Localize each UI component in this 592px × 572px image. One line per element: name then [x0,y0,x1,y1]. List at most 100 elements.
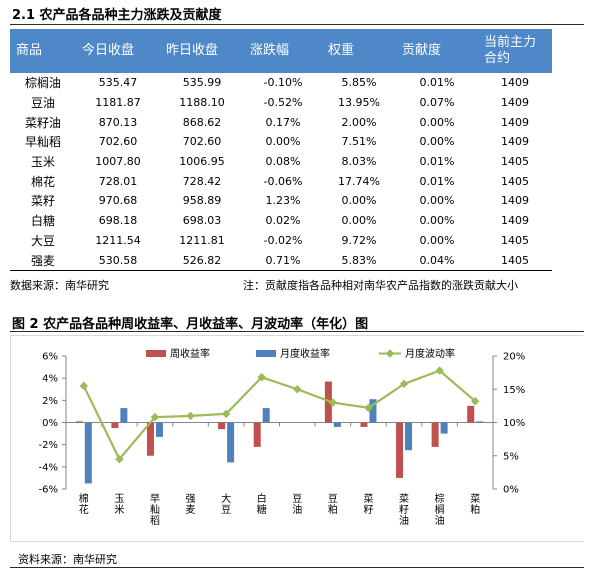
cell-today-close: 728.01 [98,174,138,188]
cell-main-contract: 1405 [501,155,529,169]
section1-title-rule [10,24,584,25]
chart-source: 资料来源：南华研究 [18,553,117,566]
category-label: 粕 [470,503,480,516]
table-row: 玉米 1007.80 1006.95 0.08% 8.03% 0.01% 1405 [10,152,552,172]
left-tick-label: 6% [42,352,58,363]
cell-yesterday-close: 1188.10 [179,96,225,110]
cell-change: 0.02% [265,214,301,228]
cell-contribution: 0.01% [419,155,455,169]
bottom-rule [10,567,584,568]
cell-change: -0.02% [263,233,303,247]
bar-monthly [155,422,163,437]
bar-monthly [440,422,448,434]
cell-main-contract: 1405 [501,174,529,188]
cell-today-close: 702.60 [98,135,138,149]
cell-today-close: 1181.87 [95,96,141,110]
cell-today-close: 870.13 [98,115,138,129]
header-main-contract: 当前主力合约 [478,29,552,73]
table-row: 早籼稻 702.60 702.60 0.00% 7.51% 0.00% 1409 [10,132,552,152]
cell-change: -0.52% [263,96,303,110]
cell-commodity: 早籼稻 [24,135,61,150]
table-note: 注：贡献度指各品种相对南华农产品指数的涨跌贡献大小 [243,279,518,292]
category-label: 菜 [470,493,480,505]
category-label: 籽 [399,504,409,516]
cell-commodity: 棕榈油 [24,76,61,91]
table-row: 棉花 728.01 728.42 -0.06% 17.74% 0.01% 1405 [10,171,552,191]
cell-yesterday-close: 702.60 [182,135,222,149]
bar-weekly [75,421,83,423]
cell-main-contract: 1405 [478,250,552,271]
cell-commodity: 大豆 [30,233,55,248]
volatility-marker [470,396,480,406]
cell-contribution: 0.00% [419,233,455,247]
category-label: 花 [79,503,89,516]
section2-title-rule [10,331,584,332]
cell-contribution: 0.00% [419,135,455,149]
cell-commodity: 豆油 [30,96,55,111]
category-label: 白 [257,492,267,505]
table-row: 大豆 1211.54 1211.81 -0.02% 9.72% 0.00% 1405 [10,231,552,251]
bar-weekly [253,422,261,447]
cell-contribution: 0.01% [419,174,455,188]
category-label: 麦 [186,504,196,516]
volatility-marker [364,403,373,413]
category-label: 油 [435,514,445,527]
header-commodity: 商品 [10,29,76,73]
legend-label: 月度收益率 [280,347,330,360]
cell-yesterday-close: 526.82 [160,250,244,271]
cell-commodity: 白糖 [30,214,55,229]
cell-today-close: 1211.54 [95,233,141,247]
category-label: 稻 [150,515,160,527]
cell-today-close: 698.18 [98,214,138,228]
header-weight: 权重 [322,29,396,73]
category-label: 籼 [150,503,160,516]
bar-weekly [111,422,119,429]
right-tick-label: 20% [503,352,525,363]
cell-yesterday-close: 728.42 [182,174,222,188]
cell-yesterday-close: 535.99 [182,76,222,90]
cell-yesterday-close: 698.03 [182,214,222,228]
table-row: 菜籽油 870.13 868.62 0.17% 2.00% 0.00% 1409 [10,112,552,132]
cell-commodity: 棉花 [30,174,55,189]
cell-weight: 17.74% [338,174,380,188]
cell-change: -0.10% [263,76,303,90]
section1-title: 2.1 农产品各品种主力涨跌及贡献度 [12,8,222,23]
cell-weight: 5.85% [341,76,377,90]
left-tick-label: 2% [42,396,58,407]
bar-monthly [476,421,484,423]
category-label: 豆 [292,493,302,505]
cell-weight: 8.03% [341,155,377,169]
category-label: 油 [292,503,302,516]
cell-yesterday-close: 1211.81 [179,233,225,247]
cell-yesterday-close: 958.89 [182,194,222,208]
cell-contribution: 0.00% [419,194,455,208]
cell-today-close: 970.68 [98,194,138,208]
volatility-marker [79,381,89,391]
cell-weight: 9.72% [341,233,377,247]
cell-contribution: 0.07% [419,96,455,110]
cell-main-contract: 1405 [501,233,529,247]
cell-main-contract: 1409 [501,115,529,129]
right-tick-label: 0% [503,485,519,496]
table-row: 豆油 1181.87 1188.10 -0.52% 13.95% 0.07% 1409 [10,93,552,113]
left-tick-label: 4% [42,374,58,385]
table-row: 菜籽 970.68 958.89 1.23% 0.00% 0.00% 1409 [10,191,552,211]
volatility-marker [435,366,444,375]
cell-contribution: 0.01% [419,76,455,90]
cell-weight: 0.00% [341,214,377,228]
category-label: 糖 [257,503,267,516]
bar-monthly [405,422,413,451]
left-tick-label: -2% [39,440,58,451]
bar-monthly [84,422,92,484]
volatility-marker [186,411,195,421]
cell-weight: 0.00% [341,194,377,208]
right-tick-label: 10% [503,418,525,429]
chart-frame: 6% 4% 2% 0% -2% -4% -6% 20% 15% 10% 5% 0% 棉花 玉米 早籼稻 强麦 大… [10,335,583,542]
volatility-marker [257,373,266,382]
cell-change: 0.17% [265,115,301,129]
cell-change: 0.08% [265,155,301,169]
category-label: 菜 [363,493,373,505]
cell-commodity: 玉米 [30,155,55,170]
left-tick-label: 0% [42,418,58,429]
cell-main-contract: 1409 [501,76,529,90]
